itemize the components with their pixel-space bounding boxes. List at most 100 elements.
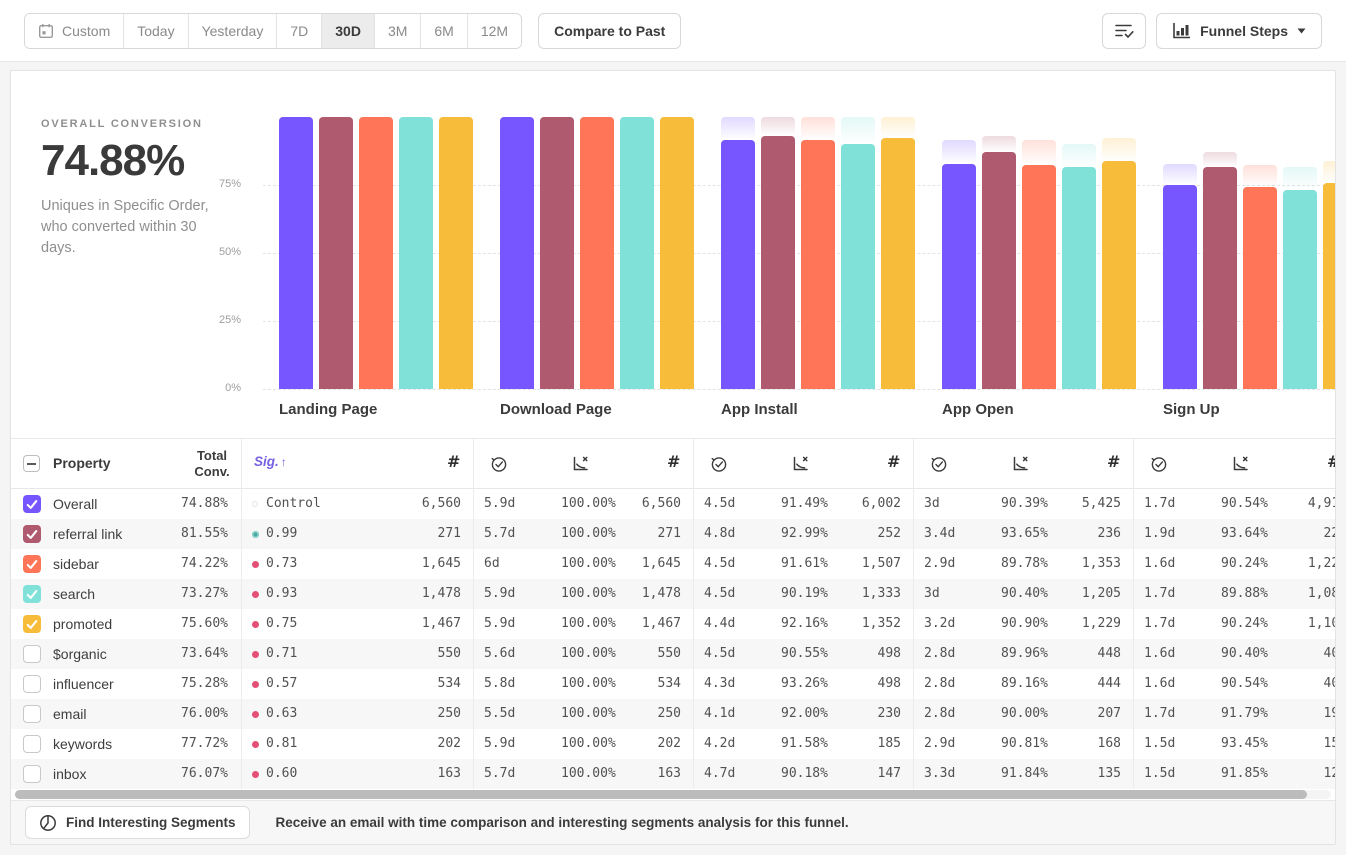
table-row-overall[interactable]: Overall 74.88% Control 6,560 5.9d 100.00% 6,56… — [11, 489, 1335, 519]
bar-referral-link-download-page[interactable] — [540, 117, 574, 389]
checked-checkbox[interactable] — [23, 495, 41, 513]
bar-overall-landing-page[interactable] — [279, 117, 313, 389]
count-icon[interactable]: # — [1107, 452, 1121, 471]
table-row-sidebar[interactable]: sidebar 74.22% 0.73 1,645 6d 100.00% 1,645 4.5d… — [11, 549, 1335, 579]
duration-icon[interactable] — [709, 454, 728, 473]
table-row-email[interactable]: email 76.00% 0.63 250 5.5d 100.00% 250 4.1d 92.0… — [11, 699, 1335, 729]
check-icon — [26, 619, 38, 630]
table-row-promoted[interactable]: promoted 75.60% 0.75 1,467 5.9d 100.00% 1,467 4… — [11, 609, 1335, 639]
checked-checkbox[interactable] — [23, 525, 41, 543]
bar-promoted-landing-page[interactable] — [439, 117, 473, 389]
step-rate-value: 100.00% — [561, 526, 616, 541]
significance-dot-pink — [252, 681, 259, 688]
sig-column-header[interactable]: Sig. ↑ — [254, 454, 287, 469]
checked-checkbox[interactable] — [23, 555, 41, 573]
segments-icon — [39, 814, 57, 832]
checked-checkbox[interactable] — [23, 615, 41, 633]
horizontal-scrollbar-thumb[interactable] — [15, 790, 1307, 799]
step-count-value: 550 — [657, 646, 681, 661]
edit-columns-button[interactable] — [1102, 12, 1147, 49]
bar-search-app-install[interactable] — [841, 143, 875, 389]
conversion-rate-icon[interactable] — [1011, 454, 1030, 473]
date-range-6m[interactable]: 6M — [421, 13, 468, 48]
table-row-search[interactable]: search 73.27% 0.93 1,478 5.9d 100.00% 1,478 4.5… — [11, 579, 1335, 609]
duration-icon[interactable] — [1149, 454, 1168, 473]
step-time-value: 1.7d — [1144, 586, 1176, 601]
step-rate-value: 90.81% — [1001, 736, 1048, 751]
total-conv-column-header[interactable]: Total Conv. — [194, 448, 230, 480]
table-row-referral-link[interactable]: referral link 81.55% 0.99 271 5.7d 100.00% 271… — [11, 519, 1335, 549]
significance-dot-pink — [252, 771, 259, 778]
count-icon[interactable]: # — [887, 452, 901, 471]
date-range-3m[interactable]: 3M — [374, 13, 422, 48]
bar-search-sign-up[interactable] — [1283, 189, 1317, 389]
step-count-value: 207 — [1097, 706, 1121, 721]
bar-referral-link-app-open[interactable] — [982, 152, 1016, 389]
property-name: keywords — [53, 736, 113, 752]
step-time-value: 4.5d — [704, 646, 736, 661]
duration-icon[interactable] — [929, 454, 948, 473]
total-conversion-value: 77.72% — [181, 736, 228, 751]
step-label-sign-up: Sign Up — [1163, 401, 1220, 418]
bar-referral-link-sign-up[interactable] — [1203, 167, 1237, 389]
step-count-value: 6,002 — [861, 496, 901, 511]
table-row-influencer[interactable]: influencer 75.28% 0.57 534 5.8d 100.00% 534 4.3… — [11, 669, 1335, 699]
unchecked-checkbox[interactable] — [23, 765, 41, 783]
property-name: influencer — [53, 676, 114, 692]
bar-sidebar-app-open[interactable] — [1022, 165, 1056, 389]
conversion-rate-icon[interactable] — [1231, 454, 1250, 473]
step-time-value: 5.8d — [484, 676, 516, 691]
bar-sidebar-sign-up[interactable] — [1243, 187, 1277, 389]
bar-overall-sign-up[interactable] — [1163, 185, 1197, 389]
bar-search-landing-page[interactable] — [399, 117, 433, 389]
bar-overall-app-open[interactable] — [942, 164, 976, 389]
unchecked-checkbox[interactable] — [23, 735, 41, 753]
unchecked-checkbox[interactable] — [23, 705, 41, 723]
horizontal-scrollbar-track[interactable] — [15, 790, 1331, 799]
date-range-yesterday[interactable]: Yesterday — [188, 13, 278, 48]
landing-page-count: 163 — [437, 766, 461, 781]
step-count-value: 498 — [877, 676, 901, 691]
step-rate-value: 92.99% — [781, 526, 828, 541]
overall-conversion-summary: OVERALL CONVERSION 74.88% Uniques in Spe… — [41, 118, 231, 259]
conversion-rate-icon[interactable] — [791, 454, 810, 473]
bar-search-download-page[interactable] — [620, 117, 654, 389]
table-row-organic[interactable]: $organic 73.64% 0.71 550 5.6d 100.00% 550 4.5d 9… — [11, 639, 1335, 669]
table-row-inbox[interactable]: inbox 76.07% 0.60 163 5.7d 100.00% 163 4.7d 90.1… — [11, 759, 1335, 789]
unchecked-checkbox[interactable] — [23, 675, 41, 693]
bar-referral-link-landing-page[interactable] — [319, 117, 353, 389]
count-column-header[interactable]: # — [447, 452, 461, 471]
date-range-30d[interactable]: 30D — [322, 13, 375, 48]
date-range-12m[interactable]: 12M — [467, 13, 522, 48]
bar-promoted-app-install[interactable] — [881, 138, 915, 389]
step-time-value: 1.5d — [1144, 736, 1176, 751]
bar-promoted-download-page[interactable] — [660, 117, 694, 389]
unchecked-checkbox[interactable] — [23, 645, 41, 663]
landing-page-count: 6,560 — [421, 496, 461, 511]
bar-sidebar-landing-page[interactable] — [359, 117, 393, 389]
select-all-checkbox[interactable] — [23, 455, 40, 472]
chart-type-dropdown[interactable]: Funnel Steps — [1156, 12, 1322, 49]
bar-promoted-sign-up[interactable] — [1323, 183, 1335, 389]
compare-to-past-button[interactable]: Compare to Past — [538, 12, 682, 49]
date-range-today[interactable]: Today — [124, 13, 189, 48]
date-range-label: 3M — [387, 22, 408, 39]
bar-sidebar-download-page[interactable] — [580, 117, 614, 389]
count-icon[interactable]: # — [1327, 452, 1335, 471]
bar-overall-download-page[interactable] — [500, 117, 534, 389]
count-icon[interactable]: # — [667, 452, 681, 471]
bar-search-app-open[interactable] — [1062, 167, 1096, 389]
date-range-7d[interactable]: 7D — [277, 13, 323, 48]
step-rate-value: 91.79% — [1221, 706, 1268, 721]
property-column-header[interactable]: Property — [53, 455, 111, 471]
bar-overall-app-install[interactable] — [721, 140, 755, 389]
find-interesting-segments-button[interactable]: Find Interesting Segments — [25, 806, 250, 839]
date-range-custom[interactable]: Custom — [25, 13, 125, 48]
duration-icon[interactable] — [489, 454, 508, 473]
bar-sidebar-app-install[interactable] — [801, 139, 835, 389]
bar-promoted-app-open[interactable] — [1102, 161, 1136, 389]
bar-referral-link-app-install[interactable] — [761, 136, 795, 389]
conversion-rate-icon[interactable] — [571, 454, 590, 473]
checked-checkbox[interactable] — [23, 585, 41, 603]
table-row-keywords[interactable]: keywords 77.72% 0.81 202 5.9d 100.00% 202 4.2d 9… — [11, 729, 1335, 759]
